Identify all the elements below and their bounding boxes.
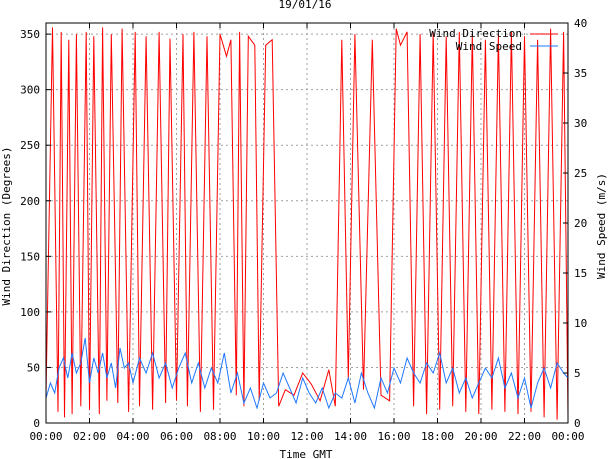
series-line-wind-direction [45,27,569,420]
left-axis-label: Wind Direction (Degrees) [0,147,13,306]
x-tick-label-8: 16:00 [377,430,410,443]
series-layer [45,27,569,420]
x-tick-label-7: 14:00 [334,430,367,443]
right-tick-label-6: 30 [574,117,587,130]
x-tick-label-3: 06:00 [160,430,193,443]
gridlines [46,23,568,423]
axis-ticks: 0 50 100 150 200 250 300 350 0 5 10 15 20 25 30 35 40 00:… [20,17,587,443]
right-tick-label-4: 20 [574,217,587,230]
left-tick-label-4: 200 [20,195,40,208]
right-tick-label-5: 25 [574,167,587,180]
left-tick-label-1: 50 [27,361,40,374]
x-tick-label-10: 20:00 [464,430,497,443]
right-tick-label-3: 15 [574,267,587,280]
x-tick-label-2: 04:00 [116,430,149,443]
chart-title: 19/01/16 [279,0,332,11]
right-tick-label-2: 10 [574,317,587,330]
right-tick-label-8: 40 [574,17,587,30]
left-tick-label-5: 250 [20,139,40,152]
x-axis-label: Time GMT [280,448,333,459]
series-line-wind-speed [45,337,569,410]
x-tick-label-6: 12:00 [290,430,323,443]
x-tick-label-12: 00:00 [551,430,584,443]
right-axis-label: Wind Speed (m/s) [595,173,608,279]
left-tick-label-3: 150 [20,250,40,263]
legend-label-wind-speed: Wind Speed [456,40,522,53]
left-tick-label-6: 300 [20,84,40,97]
left-tick-label-2: 100 [20,306,40,319]
legend: Wind Direction Wind Speed [429,27,558,53]
left-tick-label-0: 0 [33,417,40,430]
right-tick-label-1: 5 [574,367,581,380]
x-tick-label-0: 00:00 [29,430,62,443]
x-tick-label-1: 02:00 [73,430,106,443]
x-tick-label-5: 10:00 [247,430,280,443]
x-tick-label-9: 18:00 [421,430,454,443]
left-tick-label-7: 350 [20,28,40,41]
right-tick-label-0: 0 [574,417,581,430]
right-tick-label-7: 35 [574,67,587,80]
legend-label-wind-direction: Wind Direction [429,27,522,40]
x-tick-label-4: 08:00 [203,430,236,443]
x-tick-label-11: 22:00 [508,430,541,443]
